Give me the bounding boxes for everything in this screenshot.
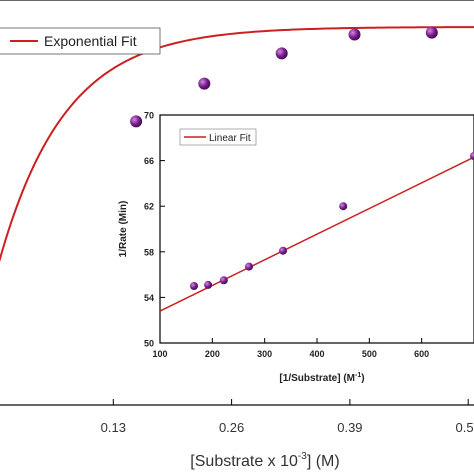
inset-plot-frame <box>159 114 474 344</box>
inset-axes-ticks: 100 200 300 400 500 600 50 54 58 62 66 70 <box>144 111 429 360</box>
inset-legend: Linear Fit <box>179 128 257 146</box>
inset-x-tick-label: 400 <box>309 349 324 359</box>
inset-x-tick-label: 300 <box>257 349 272 359</box>
inset-y-tick-label: 62 <box>144 202 154 212</box>
inset-x-axis-label: [1/Substrate] (M-1) <box>279 372 364 384</box>
inset-x-axis-label-exponent: -1 <box>355 372 361 379</box>
main-exponential-fit-line <box>0 26 474 263</box>
main-data-point <box>275 47 288 60</box>
main-x-axis-label: [Substrate x 10-3] (M) <box>190 451 339 470</box>
main-x-axis-label-prefix: [Substrate x 10 <box>190 453 298 470</box>
inset-y-tick-label: 54 <box>144 293 154 303</box>
main-x-tick-label: 0.39 <box>337 420 362 435</box>
inset-y-tick-label: 50 <box>144 339 154 349</box>
main-x-axis-label-exponent: -3 <box>298 451 307 462</box>
inset-x-axis-label-prefix: [1/Substrate] (M <box>279 373 355 384</box>
inset-x-tick-label: 100 <box>152 349 167 359</box>
inset-linear-fit-line <box>159 156 474 312</box>
inset-x-axis-label-suffix: ) <box>361 373 364 384</box>
main-x-tick-label: 0.26 <box>219 420 244 435</box>
inset-data-point <box>190 282 198 290</box>
inset-x-tick-label: 600 <box>414 349 429 359</box>
main-data-point <box>348 28 361 41</box>
inset-plot: 100 200 300 400 500 600 50 54 58 62 66 70 Linear Fi… <box>118 111 474 384</box>
main-legend-label: Exponential Fit <box>44 33 137 49</box>
main-data-point <box>425 26 438 39</box>
inset-legend-box <box>179 128 257 146</box>
main-data-points <box>130 26 438 128</box>
main-data-point <box>130 115 143 128</box>
main-x-axis-label-suffix: ] (M) <box>307 453 340 470</box>
inset-y-tick-label: 70 <box>144 111 154 121</box>
main-legend: Exponential Fit <box>0 27 161 55</box>
inset-data-point <box>219 276 228 285</box>
main-data-point <box>198 77 211 90</box>
inset-data-point <box>339 202 348 211</box>
inset-x-tick-label: 500 <box>362 349 377 359</box>
main-x-tick-label: 0.13 <box>101 420 126 435</box>
inset-y-tick-label: 66 <box>144 156 154 166</box>
inset-y-axis-label: 1/Rate (Min) <box>118 201 129 258</box>
inset-data-point <box>245 262 253 271</box>
inset-legend-label: Linear Fit <box>209 133 251 144</box>
inset-data-point <box>279 246 287 255</box>
main-x-axis: 00.130.260.390.52 <box>101 399 474 435</box>
inset-x-tick-label: 200 <box>205 349 220 359</box>
inset-data-point <box>204 280 213 289</box>
main-x-tick-label: 0.52 <box>456 420 474 435</box>
inset-data-points <box>190 152 474 290</box>
inset-data-point <box>470 152 474 160</box>
inset-y-tick-label: 58 <box>144 247 154 257</box>
